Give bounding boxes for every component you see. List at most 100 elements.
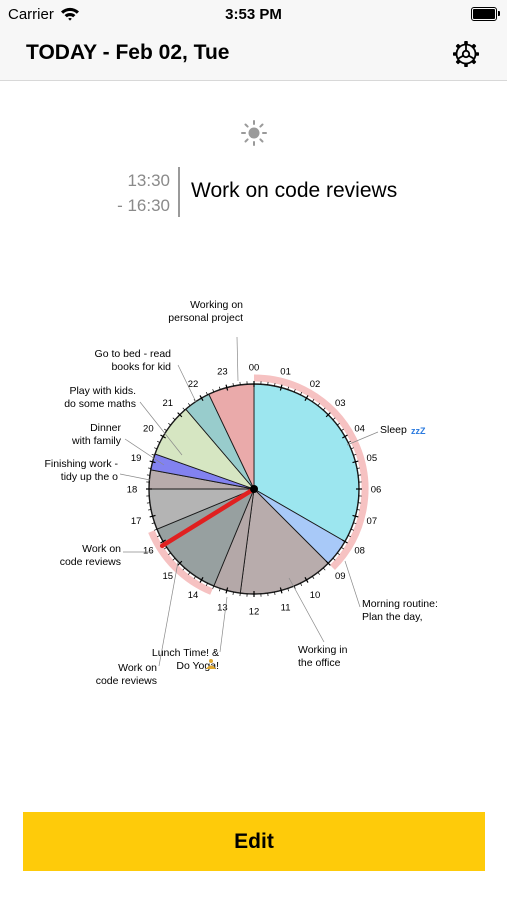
- annotation-leader: [124, 438, 165, 466]
- yoga-icon: [209, 659, 213, 663]
- hour-label: 23: [217, 367, 228, 378]
- clock-tick: [293, 389, 296, 393]
- clock-tick: [164, 428, 167, 431]
- hour-label: 10: [310, 590, 321, 601]
- annotation-leader: [158, 561, 179, 667]
- hour-label: 02: [310, 379, 321, 390]
- clock-tick: [337, 552, 340, 556]
- clock-tick: [187, 403, 191, 406]
- clock-tick: [205, 391, 208, 395]
- hour-label: 20: [143, 424, 154, 435]
- wifi-icon: [61, 7, 79, 21]
- clock-tick: [287, 386, 290, 390]
- hour-label: 19: [131, 453, 142, 464]
- clock-tick: [287, 588, 290, 592]
- event-annotation-label: Lunch Time! &: [152, 647, 219, 659]
- event-annotation-label: Plan the day,: [362, 611, 423, 623]
- clock-tick: [182, 567, 186, 571]
- edit-button[interactable]: Edit: [23, 812, 485, 871]
- day-clock[interactable]: 00 01 02 03 04 05 06 07 08 09 10 11 12 13 14 15 16 17 18 19…: [0, 290, 507, 710]
- clock-tick: [341, 547, 344, 550]
- clock-tick: [341, 428, 344, 431]
- clock-tick: [218, 588, 221, 592]
- hour-label: 08: [354, 546, 365, 557]
- event-annotation-label: Work on: [82, 543, 121, 555]
- zzz-icon: zzZ: [411, 426, 426, 436]
- event-annotation-label: books for kid: [111, 361, 171, 373]
- event-annotation-label: Dinner: [90, 422, 121, 434]
- clock-tick: [151, 522, 155, 525]
- clock-tick: [352, 460, 359, 464]
- clock-tick: [156, 440, 160, 443]
- hour-label: 00: [249, 363, 260, 374]
- hour-label: 06: [371, 485, 382, 496]
- clock-tick: [193, 576, 196, 579]
- clock-tick: [300, 391, 303, 395]
- event-annotation-label: personal project: [168, 312, 243, 324]
- hour-label: 16: [143, 546, 154, 557]
- clock-tick: [151, 453, 155, 456]
- clock-tick: [232, 591, 234, 595]
- hour-label: 18: [127, 485, 138, 496]
- hour-label: 09: [335, 571, 346, 582]
- clock-tick: [300, 583, 303, 587]
- clock-tick: [342, 434, 348, 439]
- event-annotation-label: Go to bed - read: [95, 348, 172, 360]
- highlight-ring: [148, 530, 213, 595]
- battery-icon: [471, 7, 500, 21]
- clock-tick: [187, 572, 191, 575]
- current-event-start: 13:30: [127, 171, 170, 190]
- clock-tick: [168, 422, 171, 426]
- clock-tick: [348, 440, 352, 443]
- event-annotation-label: Finishing work -: [44, 458, 118, 470]
- highlight-ring: [253, 374, 369, 570]
- hour-label: 21: [162, 398, 173, 409]
- clock-tick: [325, 560, 331, 566]
- annotation-leader: [346, 431, 379, 446]
- clock-tick: [353, 453, 357, 456]
- clock-tick: [154, 447, 158, 450]
- hour-label: 22: [188, 379, 199, 390]
- clock-tick: [279, 384, 283, 391]
- clock-tick: [225, 384, 229, 391]
- clock-tick: [274, 591, 276, 595]
- clock-tick: [225, 587, 229, 594]
- event-annotation-label: Morning routine:: [362, 598, 438, 610]
- clock-tick: [160, 539, 166, 544]
- clock-tick: [177, 412, 183, 418]
- event-annotation-label: tidy up the o: [61, 471, 118, 483]
- clock-tick: [168, 552, 171, 556]
- status-bar: Carrier 3:53 PM: [0, 0, 507, 28]
- clock-tick: [356, 509, 360, 511]
- hour-label: 03: [335, 398, 346, 409]
- hour-label: 11: [281, 602, 291, 613]
- clock-tick: [304, 577, 309, 583]
- clock-tick: [148, 467, 152, 469]
- hour-label: 04: [354, 424, 365, 435]
- event-annotation-label: code reviews: [96, 675, 157, 687]
- annotation-leader: [177, 364, 197, 403]
- current-event-end: - 16:30: [117, 196, 170, 215]
- clock-tick: [212, 585, 215, 589]
- current-event-time: 13:30 - 16:30: [100, 168, 170, 218]
- clock-tick: [218, 386, 221, 390]
- clock-tick: [212, 389, 215, 393]
- clock-tick: [353, 522, 357, 525]
- hour-label: 05: [367, 453, 378, 464]
- settings-gear-icon[interactable]: [451, 39, 481, 69]
- clock-tick: [154, 528, 158, 531]
- hour-label: 07: [367, 516, 378, 527]
- clock-tick: [317, 403, 321, 406]
- current-time-hand: [159, 486, 257, 549]
- annotation-leader: [139, 401, 183, 456]
- hour-label: 13: [217, 602, 228, 613]
- event-annotation-label: do some maths: [64, 398, 136, 410]
- clock-tick: [322, 407, 326, 411]
- clock-tick: [342, 539, 348, 544]
- event-annotation-label: Work on: [118, 662, 157, 674]
- carrier-label: Carrier: [8, 6, 54, 23]
- clock-tick: [182, 407, 186, 411]
- clock-tick: [304, 395, 309, 401]
- annotation-leader: [236, 336, 239, 382]
- sun-icon: [241, 120, 267, 146]
